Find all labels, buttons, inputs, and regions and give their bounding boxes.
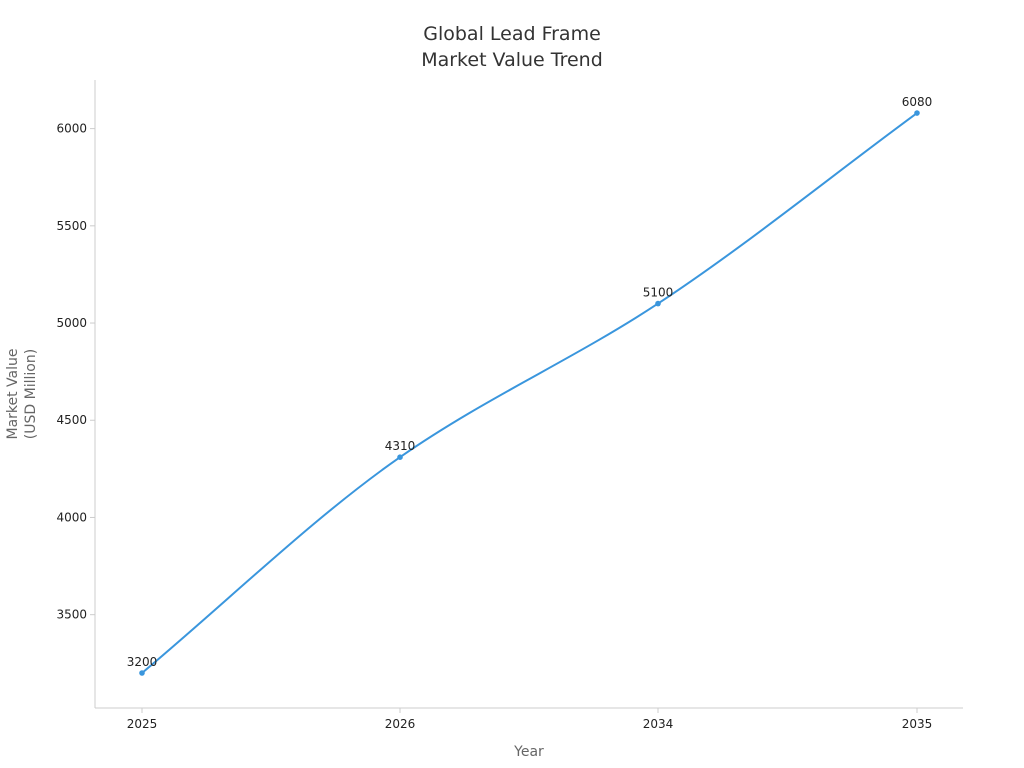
y-axis-title-line-1: Market Value bbox=[5, 348, 21, 439]
x-tick-label: 2026 bbox=[385, 717, 416, 731]
data-label: 5100 bbox=[643, 286, 674, 300]
chart-title-line-2: Market Value Trend bbox=[421, 49, 603, 71]
tick-labels: 3500 4000 4500 5000 5500 6000 2025 2026 2034 2035 bbox=[56, 122, 932, 731]
data-point bbox=[397, 454, 403, 460]
y-tick-label: 6000 bbox=[56, 122, 87, 136]
data-label: 4310 bbox=[385, 439, 416, 453]
x-tick-label: 2035 bbox=[902, 717, 933, 731]
y-axis-title: Market Value (USD Million) bbox=[5, 348, 39, 439]
data-label: 6080 bbox=[902, 95, 933, 109]
axes bbox=[90, 80, 963, 713]
series bbox=[139, 110, 920, 676]
x-axis-title: Year bbox=[513, 744, 544, 760]
chart-title-line-1: Global Lead Frame bbox=[423, 23, 601, 45]
y-tick-label: 5000 bbox=[56, 316, 87, 330]
series-line bbox=[141, 112, 918, 674]
data-label: 3200 bbox=[127, 655, 158, 669]
x-tick-label: 2025 bbox=[127, 717, 158, 731]
data-point bbox=[914, 110, 920, 116]
data-labels: 3200 4310 5100 6080 bbox=[127, 95, 933, 669]
x-tick-label: 2034 bbox=[643, 717, 674, 731]
y-tick-label: 4000 bbox=[56, 510, 87, 524]
y-tick-label: 3500 bbox=[56, 608, 87, 622]
data-point bbox=[139, 670, 145, 676]
y-tick-label: 5500 bbox=[56, 219, 87, 233]
data-point bbox=[655, 300, 661, 307]
y-axis-title-line-2: (USD Million) bbox=[23, 349, 39, 439]
y-tick-label: 4500 bbox=[56, 413, 87, 427]
